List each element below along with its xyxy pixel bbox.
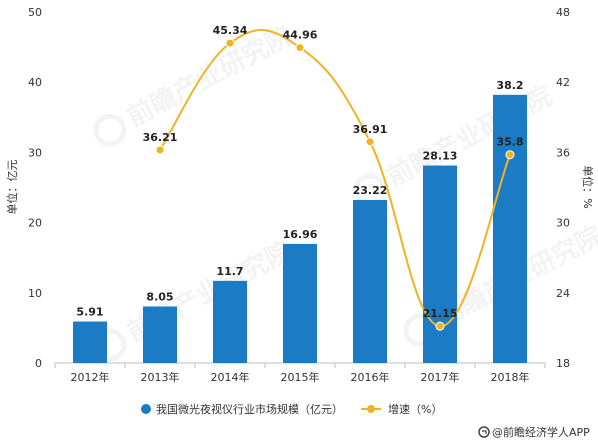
- line-data-label: 36.91: [353, 123, 388, 136]
- source: @前瞻经济学人APP: [478, 425, 590, 439]
- y2-tick-label: 42: [556, 76, 570, 89]
- bar: [353, 199, 387, 363]
- y2-axis-ticks: 18 24 30 36 42 48: [556, 6, 570, 370]
- line-data-label: 44.96: [283, 29, 318, 42]
- line-point: [365, 137, 375, 147]
- line-data-label: 45.34: [213, 24, 248, 37]
- bar-data-label: 23.22: [353, 184, 388, 197]
- y2-tick-label: 24: [556, 287, 570, 300]
- line-data-label: 21.15: [423, 307, 458, 320]
- y2-tick-label: 30: [556, 217, 570, 230]
- line-series: [155, 29, 515, 331]
- legend: 我国微光夜视仪行业市场规模（亿元） 增速（%）: [141, 402, 442, 416]
- line-point: [295, 43, 305, 53]
- y2-tick-label: 18: [556, 357, 570, 370]
- svg-text:前瞻产业研究院: 前瞻产业研究院: [382, 80, 557, 193]
- bar-series: [73, 94, 527, 363]
- source-text: @前瞻经济学人APP: [492, 425, 590, 439]
- y2-tick-label: 48: [556, 6, 570, 19]
- bar-data-label: 8.05: [146, 290, 173, 303]
- x-tick-label: 2012年: [71, 370, 110, 384]
- bar: [213, 280, 247, 363]
- legend-line-label: 增速（%）: [388, 402, 442, 416]
- x-tick-label: 2015年: [281, 370, 320, 384]
- line-point: [225, 38, 235, 48]
- bar: [143, 306, 177, 363]
- y-tick-label: 20: [28, 217, 42, 230]
- y2-axis-title: 单位：%: [581, 165, 595, 208]
- bar-data-label: 28.13: [423, 150, 458, 163]
- bar: [493, 94, 527, 363]
- y-tick-label: 10: [28, 287, 42, 300]
- bar: [423, 165, 457, 363]
- legend-bar-label: 我国微光夜视仪行业市场规模（亿元）: [156, 402, 343, 416]
- line-data-label: 35.8: [496, 136, 523, 149]
- line-point: [155, 145, 165, 155]
- x-tick-label: 2013年: [141, 370, 180, 384]
- line-point: [505, 150, 515, 160]
- bar-data-label: 16.96: [283, 228, 318, 241]
- bar-data-label: 38.2: [496, 79, 523, 92]
- x-tick-label: 2017年: [421, 370, 460, 384]
- x-tick-label: 2014年: [211, 370, 250, 384]
- line-data-labels: 36.21 45.34 44.96 36.91 21.15 35.8: [143, 24, 524, 320]
- y-axis-ticks: 0 10 20 30 40 50: [28, 6, 42, 370]
- x-axis-ticks: 2012年 2013年 2014年 2015年 2016年 2017年 2018年: [54, 363, 546, 384]
- logo-icon: [478, 426, 490, 438]
- legend-line-marker: [367, 405, 375, 413]
- y2-tick-label: 36: [556, 146, 570, 159]
- y-tick-label: 40: [28, 76, 42, 89]
- growth-line: [159, 29, 511, 328]
- bar-data-label: 5.91: [76, 306, 103, 319]
- x-tick-label: 2016年: [351, 370, 390, 384]
- bar: [283, 243, 317, 363]
- line-data-label: 36.21: [143, 131, 178, 144]
- y-tick-label: 0: [35, 357, 42, 370]
- y-tick-label: 30: [28, 146, 42, 159]
- bar-data-label: 11.7: [216, 265, 243, 278]
- y-tick-label: 50: [28, 6, 42, 19]
- y-axis-title: 单位：亿元: [5, 160, 19, 215]
- x-tick-label: 2018年: [491, 370, 530, 384]
- bar-data-labels: 5.91 8.05 11.7 16.96 23.22 28.13 38.2: [76, 79, 523, 319]
- bar: [73, 321, 107, 363]
- legend-bar-swatch: [141, 404, 151, 414]
- line-point: [435, 321, 445, 331]
- svg-text:前瞻产业研究院: 前瞻产业研究院: [122, 20, 297, 133]
